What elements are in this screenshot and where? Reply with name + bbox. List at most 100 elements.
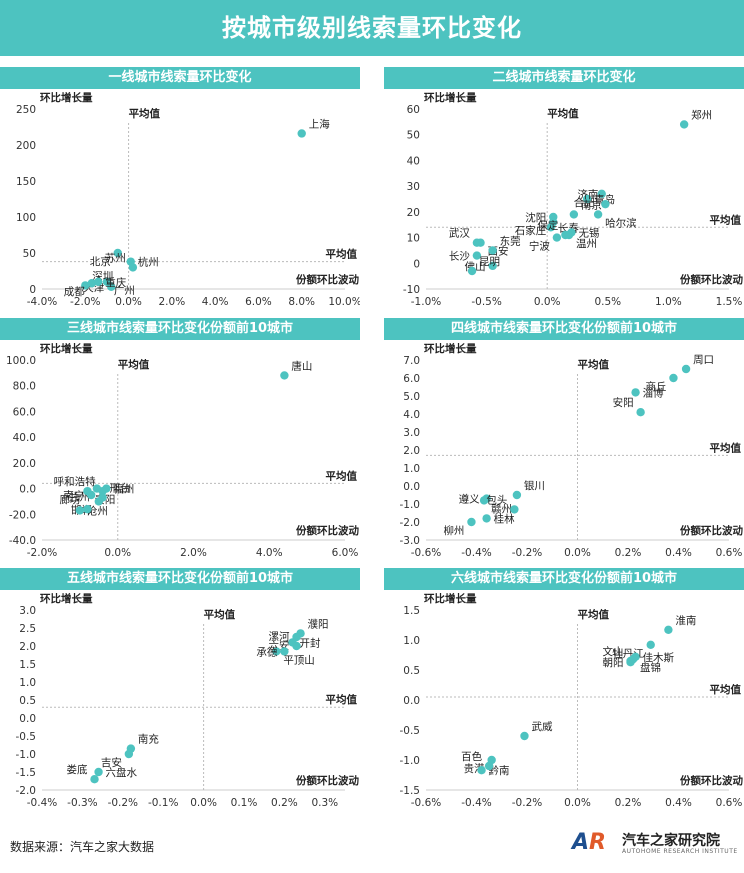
- point-label: 柳州: [443, 524, 464, 537]
- chart-plot-tier6: -1.5 -1.0 -0.5 0.0 0.5 1.0 1.5 -0.6% -0.4% -0.2% 0…: [400, 592, 744, 809]
- data-point: [569, 210, 579, 219]
- data-point: [597, 189, 606, 199]
- x-tick-label: 4.0%: [256, 547, 283, 559]
- average-y-label: 平均值: [326, 469, 358, 482]
- y-tick-label: 4.0: [403, 409, 420, 421]
- chart-title: 四线城市线索量环比变化份额前10城市: [384, 318, 744, 340]
- chart-plot-tier5: -2.0 -1.5 -1.0 -0.5 0.0 0.5 1.0 1.5 2.0 2.5 3.0 -0.…: [16, 592, 360, 809]
- x-tick-label: -0.6%: [411, 797, 441, 809]
- point-label: 济南: [577, 188, 598, 201]
- data-point: [681, 364, 691, 374]
- y-tick-label: -10: [403, 284, 420, 296]
- data-point: [512, 490, 522, 500]
- chart-plot-tier3: -40.0 -20.0 0.0 20.0 40.0 60.0 80.0 100.0 -2.0% 0…: [6, 342, 360, 559]
- point-label: 温州: [576, 238, 597, 250]
- data-point: [564, 230, 574, 240]
- y-axis-title: 环比增长量: [40, 91, 93, 104]
- point-label: 沧州: [87, 504, 108, 517]
- y-axis-title: 环比增长量: [424, 91, 477, 104]
- data-point: [593, 210, 603, 219]
- x-tick-label: 0.6%: [716, 547, 743, 559]
- x-axis-title: 份额环比波动: [296, 524, 359, 537]
- data-point: [87, 490, 96, 500]
- point-label: 淮南: [675, 614, 696, 627]
- data-point: [297, 129, 306, 138]
- y-tick-label: 40.0: [13, 432, 36, 444]
- data-point: [488, 261, 497, 271]
- data-point: [510, 505, 519, 514]
- point-label: 六盘水: [106, 766, 138, 779]
- data-point: [98, 486, 107, 496]
- y-tick-label: 0: [29, 284, 36, 296]
- data-point: [601, 199, 610, 209]
- x-tick-label: 0.1%: [231, 797, 258, 809]
- x-tick-label: 0.4%: [665, 797, 692, 809]
- y-tick-label: -1.0: [400, 755, 421, 767]
- x-tick-label: -0.4%: [461, 797, 491, 809]
- chart-title: 一线城市线索量环比变化: [0, 67, 360, 89]
- point-label: 银川: [524, 479, 545, 492]
- average-x-label: 平均值: [578, 358, 610, 371]
- x-tick-label: -1.0%: [411, 296, 441, 308]
- chart-title: 二线城市线索量环比变化: [384, 67, 744, 89]
- average-y-label: 平均值: [326, 693, 358, 706]
- data-point: [467, 517, 476, 527]
- x-axis-title: 份额环比波动: [296, 774, 359, 787]
- logo-name: 汽车之家研究院: [622, 833, 720, 849]
- chart-title: 三线城市线索量环比变化份额前10城市: [0, 318, 360, 340]
- point-label: 哈尔滨: [605, 216, 637, 229]
- x-tick-label: -0.5%: [471, 296, 501, 308]
- point-label: 漯河: [269, 631, 290, 643]
- point-label: 北京: [90, 255, 111, 268]
- y-tick-label: 1.0: [19, 677, 36, 689]
- y-tick-label: -0.5: [16, 731, 37, 743]
- point-label: 青岛: [594, 193, 615, 206]
- point-label: 周口: [693, 354, 714, 366]
- point-label: 石家庄: [515, 224, 547, 237]
- y-tick-label: 1.0: [403, 463, 420, 475]
- point-label: 南京: [581, 198, 602, 211]
- x-tick-label: 0.0%: [190, 797, 217, 809]
- y-tick-label: 1.5: [19, 659, 36, 671]
- point-label: 无锡: [578, 226, 599, 239]
- y-axis-title: 环比增长量: [424, 592, 477, 605]
- y-tick-label: 150: [16, 176, 36, 188]
- point-label: 保定: [537, 219, 558, 232]
- point-label: 成都: [64, 286, 85, 298]
- point-label: 呼和浩特: [54, 476, 96, 488]
- point-label: 杭州: [138, 256, 159, 269]
- point-label: 淄博: [643, 386, 664, 399]
- y-tick-label: -3.0: [400, 535, 421, 547]
- chart-title: 五线城市线索量环比变化份额前10城市: [0, 568, 360, 590]
- x-tick-label: -0.2%: [108, 797, 138, 809]
- y-tick-label: 80.0: [13, 381, 36, 393]
- point-label: 苏州: [105, 251, 126, 264]
- y-tick-label: -1.0: [400, 499, 421, 511]
- point-label: 吉安: [101, 756, 122, 769]
- y-tick-label: 0.0: [403, 695, 420, 707]
- y-tick-label: 60.0: [13, 406, 36, 418]
- data-point: [669, 373, 678, 383]
- y-tick-label: 10: [407, 233, 420, 245]
- x-tick-label: 0.3%: [311, 797, 338, 809]
- logo: AR 汽车之家研究院 AUTOHOME RESEARCH INSTITUTE: [572, 826, 742, 860]
- average-x-label: 平均值: [547, 107, 579, 120]
- x-tick-label: 0.0%: [115, 296, 142, 308]
- x-tick-label: 10.0%: [328, 296, 360, 308]
- chart-title: 六线城市线索量环比变化份额前10城市: [384, 568, 744, 590]
- data-point: [631, 388, 640, 397]
- point-label: 濮阳: [308, 617, 329, 630]
- x-axis-title: 份额环比波动: [680, 524, 743, 537]
- y-tick-label: 100.0: [6, 355, 36, 367]
- point-label: 昆明: [479, 256, 500, 268]
- data-point: [83, 504, 92, 514]
- x-tick-label: 0.2%: [615, 797, 642, 809]
- y-tick-label: 6.0: [403, 373, 420, 385]
- x-tick-label: 4.0%: [202, 296, 229, 308]
- data-point: [482, 514, 491, 523]
- y-tick-label: -1.0: [16, 749, 37, 761]
- x-tick-label: 6.0%: [332, 547, 359, 559]
- average-x-label: 平均值: [129, 107, 161, 120]
- x-tick-label: 0.0%: [104, 547, 131, 559]
- data-point: [472, 251, 482, 260]
